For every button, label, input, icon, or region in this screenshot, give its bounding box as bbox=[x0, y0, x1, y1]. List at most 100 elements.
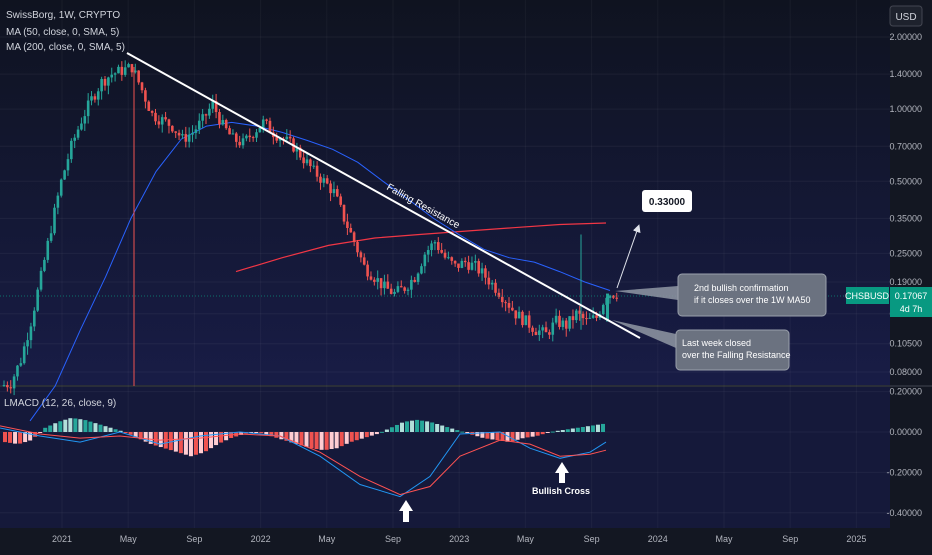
macd-bar bbox=[455, 430, 460, 432]
candle-body bbox=[93, 96, 97, 100]
candle-body bbox=[315, 165, 319, 177]
macd-bar bbox=[108, 427, 113, 432]
macd-bar bbox=[113, 429, 118, 432]
candle-body bbox=[500, 296, 504, 303]
price-tick-3: 0.70000 bbox=[889, 141, 922, 151]
candle-body bbox=[208, 108, 211, 116]
macd-bar bbox=[339, 432, 344, 447]
candle-body bbox=[511, 307, 514, 311]
ma50-legend[interactable]: MA (50, close, 0, SMA, 5) bbox=[6, 27, 119, 38]
time-tick-1: May bbox=[120, 534, 138, 544]
macd-bar bbox=[224, 432, 229, 441]
candle-body bbox=[191, 132, 194, 135]
candle-body bbox=[107, 77, 110, 86]
candle-body bbox=[211, 101, 215, 109]
macd-bar bbox=[590, 425, 595, 432]
macd-bar bbox=[379, 431, 384, 433]
macd-bar bbox=[123, 432, 128, 433]
macd-bar bbox=[475, 432, 480, 437]
macd-bar bbox=[309, 432, 314, 449]
candle-body bbox=[221, 120, 225, 125]
candle-body bbox=[157, 121, 161, 125]
candle-body bbox=[389, 288, 393, 294]
falling-resistance-line[interactable] bbox=[126, 52, 641, 339]
candle-body bbox=[480, 268, 484, 274]
macd-bar bbox=[545, 432, 550, 433]
candle-body bbox=[359, 252, 363, 258]
candle-body bbox=[568, 316, 571, 329]
candle-body bbox=[9, 387, 13, 389]
time-tick-3: 2022 bbox=[251, 534, 271, 544]
macd-bar bbox=[565, 429, 570, 432]
candle-body bbox=[12, 376, 16, 389]
macd-bar bbox=[430, 422, 435, 432]
symbol-label: CHSBUSD bbox=[845, 291, 890, 301]
currency-label: USD bbox=[895, 12, 916, 23]
candle-body bbox=[33, 310, 36, 327]
callout1-line1: 2nd bullish confirmation bbox=[694, 283, 789, 293]
macd-bar bbox=[440, 425, 445, 432]
chart-title[interactable]: SwissBorg, 1W, CRYPTO bbox=[6, 10, 120, 21]
candle-body bbox=[362, 257, 366, 265]
macd-pane[interactable] bbox=[0, 386, 890, 528]
ma200-legend[interactable]: MA (200, close, 0, SMA, 5) bbox=[6, 42, 125, 53]
macd-bar bbox=[68, 418, 73, 432]
candle-body bbox=[601, 304, 605, 315]
candle-body bbox=[298, 147, 302, 158]
candle-body bbox=[29, 326, 33, 341]
target-box[interactable] bbox=[642, 190, 692, 212]
callout2-pointer bbox=[612, 320, 676, 348]
macd-bar bbox=[143, 432, 148, 442]
macd-bar bbox=[78, 419, 83, 432]
macd-bar bbox=[274, 432, 279, 438]
candle-body bbox=[366, 264, 369, 277]
candle-body bbox=[521, 311, 524, 326]
candle-body bbox=[36, 289, 39, 311]
candle-body bbox=[103, 78, 107, 86]
last-price-badge[interactable] bbox=[890, 287, 932, 317]
ma200-path bbox=[235, 222, 607, 273]
candle-body bbox=[76, 129, 80, 138]
macd-bar bbox=[259, 432, 264, 434]
macd-bar bbox=[178, 432, 183, 454]
time-tick-0: 2021 bbox=[52, 534, 72, 544]
macd-bar bbox=[600, 423, 605, 432]
candle-body bbox=[63, 170, 66, 180]
callout1-box[interactable] bbox=[677, 273, 827, 317]
currency-button[interactable] bbox=[889, 5, 923, 27]
candle-body bbox=[241, 138, 245, 146]
candle-body bbox=[463, 260, 467, 263]
candle-body bbox=[43, 259, 46, 271]
macd-legend[interactable]: LMACD (12, 26, close, 9) bbox=[4, 398, 116, 409]
symbol-badge[interactable] bbox=[846, 287, 889, 304]
macd-bar bbox=[550, 431, 555, 433]
candle-body bbox=[134, 70, 137, 73]
candle-body bbox=[265, 119, 268, 121]
candle-body bbox=[2, 385, 6, 387]
macd-bar bbox=[254, 432, 259, 433]
price-axis-area[interactable] bbox=[890, 0, 932, 528]
macd-bar bbox=[269, 432, 274, 437]
candle-body bbox=[56, 195, 60, 208]
candle-body bbox=[507, 303, 511, 308]
candle-body bbox=[90, 96, 93, 101]
candle-body bbox=[150, 110, 154, 113]
macd-tick-2: -0.20000 bbox=[886, 467, 922, 477]
candle-body bbox=[325, 178, 329, 184]
time-axis-area[interactable] bbox=[0, 528, 932, 550]
macd-bar bbox=[284, 432, 289, 441]
macd-bar bbox=[299, 432, 304, 446]
candles bbox=[2, 60, 619, 396]
candle-body bbox=[117, 66, 120, 74]
candle-body bbox=[608, 295, 612, 298]
macd-bar bbox=[450, 428, 455, 432]
candle-body bbox=[288, 136, 292, 139]
macd-bar bbox=[445, 427, 450, 432]
macd-bar bbox=[334, 432, 339, 449]
macd-bar bbox=[540, 432, 545, 435]
callout2-box[interactable] bbox=[675, 329, 790, 371]
candle-body bbox=[100, 78, 103, 92]
signal-line bbox=[0, 425, 607, 496]
time-tick-9: 2024 bbox=[648, 534, 668, 544]
